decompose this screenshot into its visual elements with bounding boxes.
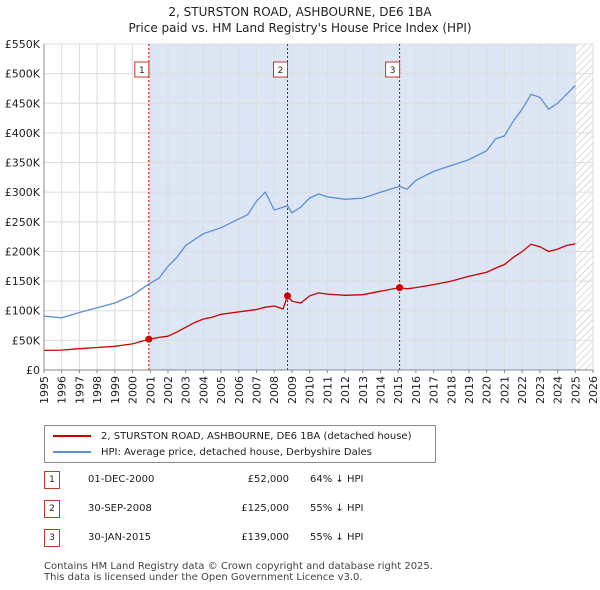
legend-label-property: 2, STURSTON ROAD, ASHBOURNE, DE6 1BA (de… <box>101 430 412 442</box>
legend-label-hpi: HPI: Average price, detached house, Derb… <box>101 446 372 458</box>
sale-price: £139,000 <box>241 532 289 543</box>
x-tick-label: 2013 <box>357 376 370 404</box>
x-tick-label: 2010 <box>304 376 317 404</box>
x-tick-label: 2011 <box>321 376 334 404</box>
x-tick-label: 2006 <box>233 376 246 404</box>
x-tick-label: 2024 <box>552 376 565 404</box>
chart-title: 2, STURSTON ROAD, ASHBOURNE, DE6 1BA Pri… <box>0 4 600 36</box>
sale-number-badge: 3 <box>44 529 60 547</box>
chart-legend: 2, STURSTON ROAD, ASHBOURNE, DE6 1BA (de… <box>44 425 436 463</box>
sale-row: 2 30-SEP-2008 £125,000 55% ↓ HPI <box>44 500 444 529</box>
x-tick-label: 2003 <box>180 376 193 404</box>
sale-hpi-diff: 55% ↓ HPI <box>310 503 364 514</box>
sale-label-box <box>134 61 150 78</box>
x-tick-label: 1998 <box>91 376 104 404</box>
y-tick-label: £550K <box>5 38 41 51</box>
y-tick-label: £500K <box>5 68 41 81</box>
legend-item-hpi: HPI: Average price, detached house, Derb… <box>53 445 372 459</box>
x-tick-label: 2002 <box>162 376 175 404</box>
sale-date: 30-JAN-2015 <box>88 532 152 543</box>
sales-table: 1 01-DEC-2000 £52,000 64% ↓ HPI 2 30-SEP… <box>44 471 444 558</box>
sale-hpi-diff: 64% ↓ HPI <box>310 474 364 485</box>
sale-row: 3 30-JAN-2015 £139,000 55% ↓ HPI <box>44 529 444 558</box>
x-tick-label: 2019 <box>463 376 476 404</box>
y-tick-label: £300K <box>5 186 41 199</box>
sale-point <box>145 335 153 343</box>
x-tick-label: 2018 <box>445 376 458 404</box>
x-tick-label: 2017 <box>428 376 441 404</box>
chart-title-line1: 2, STURSTON ROAD, ASHBOURNE, DE6 1BA <box>168 5 432 19</box>
x-tick-label: 2007 <box>251 376 264 404</box>
sale-label-box <box>385 61 401 78</box>
sale-date: 30-SEP-2008 <box>88 503 152 514</box>
sale-label-text: 1 <box>139 66 145 76</box>
sale-point <box>396 284 404 292</box>
sale-label-text: 3 <box>390 66 396 76</box>
x-tick-label: 2020 <box>481 376 494 404</box>
x-tick-label: 1995 <box>38 376 51 404</box>
y-tick-label: £400K <box>5 127 41 140</box>
x-tick-label: 2008 <box>268 376 281 404</box>
legend-swatch-property <box>53 435 91 437</box>
axes <box>43 44 593 371</box>
sale-price: £125,000 <box>241 503 289 514</box>
sale-hpi-diff: 55% ↓ HPI <box>310 532 364 543</box>
legend-swatch-hpi <box>53 451 91 453</box>
legend-item-property: 2, STURSTON ROAD, ASHBOURNE, DE6 1BA (de… <box>53 429 411 443</box>
y-tick-label: £350K <box>5 157 41 170</box>
x-tick-label: 2012 <box>339 376 352 404</box>
footer-line2: This data is licensed under the Open Gov… <box>44 572 363 583</box>
x-tick-label: 2004 <box>197 376 210 404</box>
x-tick-label: 1996 <box>56 376 69 404</box>
y-tick-label: £100K <box>5 305 41 318</box>
x-tick-label: 1997 <box>73 376 86 404</box>
footer-attribution: Contains HM Land Registry data © Crown c… <box>44 561 433 583</box>
x-tick-label: 1999 <box>109 376 122 404</box>
sale-price: £52,000 <box>247 474 289 485</box>
y-tick-label: £250K <box>5 216 41 229</box>
x-tick-label: 2026 <box>587 376 600 404</box>
x-tick-label: 2023 <box>534 376 547 404</box>
price-chart: 1 2 3 £0 £50K £100K £150K £200K £250K £300K £350K… <box>5 38 600 404</box>
shaded-span <box>148 44 576 370</box>
sale-period-shading <box>148 44 593 370</box>
sale-point <box>284 292 292 300</box>
sale-number-badge: 2 <box>44 500 60 518</box>
footer-line1: Contains HM Land Registry data © Crown c… <box>44 561 433 572</box>
sale-row: 1 01-DEC-2000 £52,000 64% ↓ HPI <box>44 471 444 500</box>
x-tick-label: 2022 <box>516 376 529 404</box>
y-tick-label: £200K <box>5 245 41 258</box>
sale-label-text: 2 <box>278 66 284 76</box>
chart-title-line2: Price paid vs. HM Land Registry's House … <box>128 21 472 35</box>
y-tick-label: £450K <box>5 97 41 110</box>
x-tick-label: 2025 <box>569 376 582 404</box>
series-line-hpi <box>43 85 576 319</box>
x-tick-label: 2001 <box>144 376 157 404</box>
sale-number-badge: 1 <box>44 471 60 489</box>
y-axis-ticks: £0 £50K £100K £150K £200K £250K £300K £350K £400… <box>5 38 41 377</box>
x-tick-label: 2000 <box>127 376 140 404</box>
sale-markers: 1 2 3 <box>134 61 404 343</box>
x-tick-label: 2014 <box>374 376 387 404</box>
series-line-property <box>43 243 576 352</box>
series-lines <box>43 85 576 352</box>
x-tick-label: 2021 <box>498 376 511 404</box>
x-tick-label: 2016 <box>410 376 423 404</box>
y-tick-label: £50K <box>12 334 41 347</box>
x-axis-ticks: 1995 1996 1997 1998 1999 2000 2001 2002 2003 2004… <box>38 370 600 404</box>
y-tick-label: £150K <box>5 275 41 288</box>
future-hatch <box>575 44 593 370</box>
x-tick-label: 2005 <box>215 376 228 404</box>
sale-date: 01-DEC-2000 <box>88 474 155 485</box>
sale-label-box <box>273 61 289 78</box>
x-tick-label: 2015 <box>392 376 405 404</box>
y-tick-label: £0 <box>26 364 40 377</box>
x-tick-label: 2009 <box>286 376 299 404</box>
